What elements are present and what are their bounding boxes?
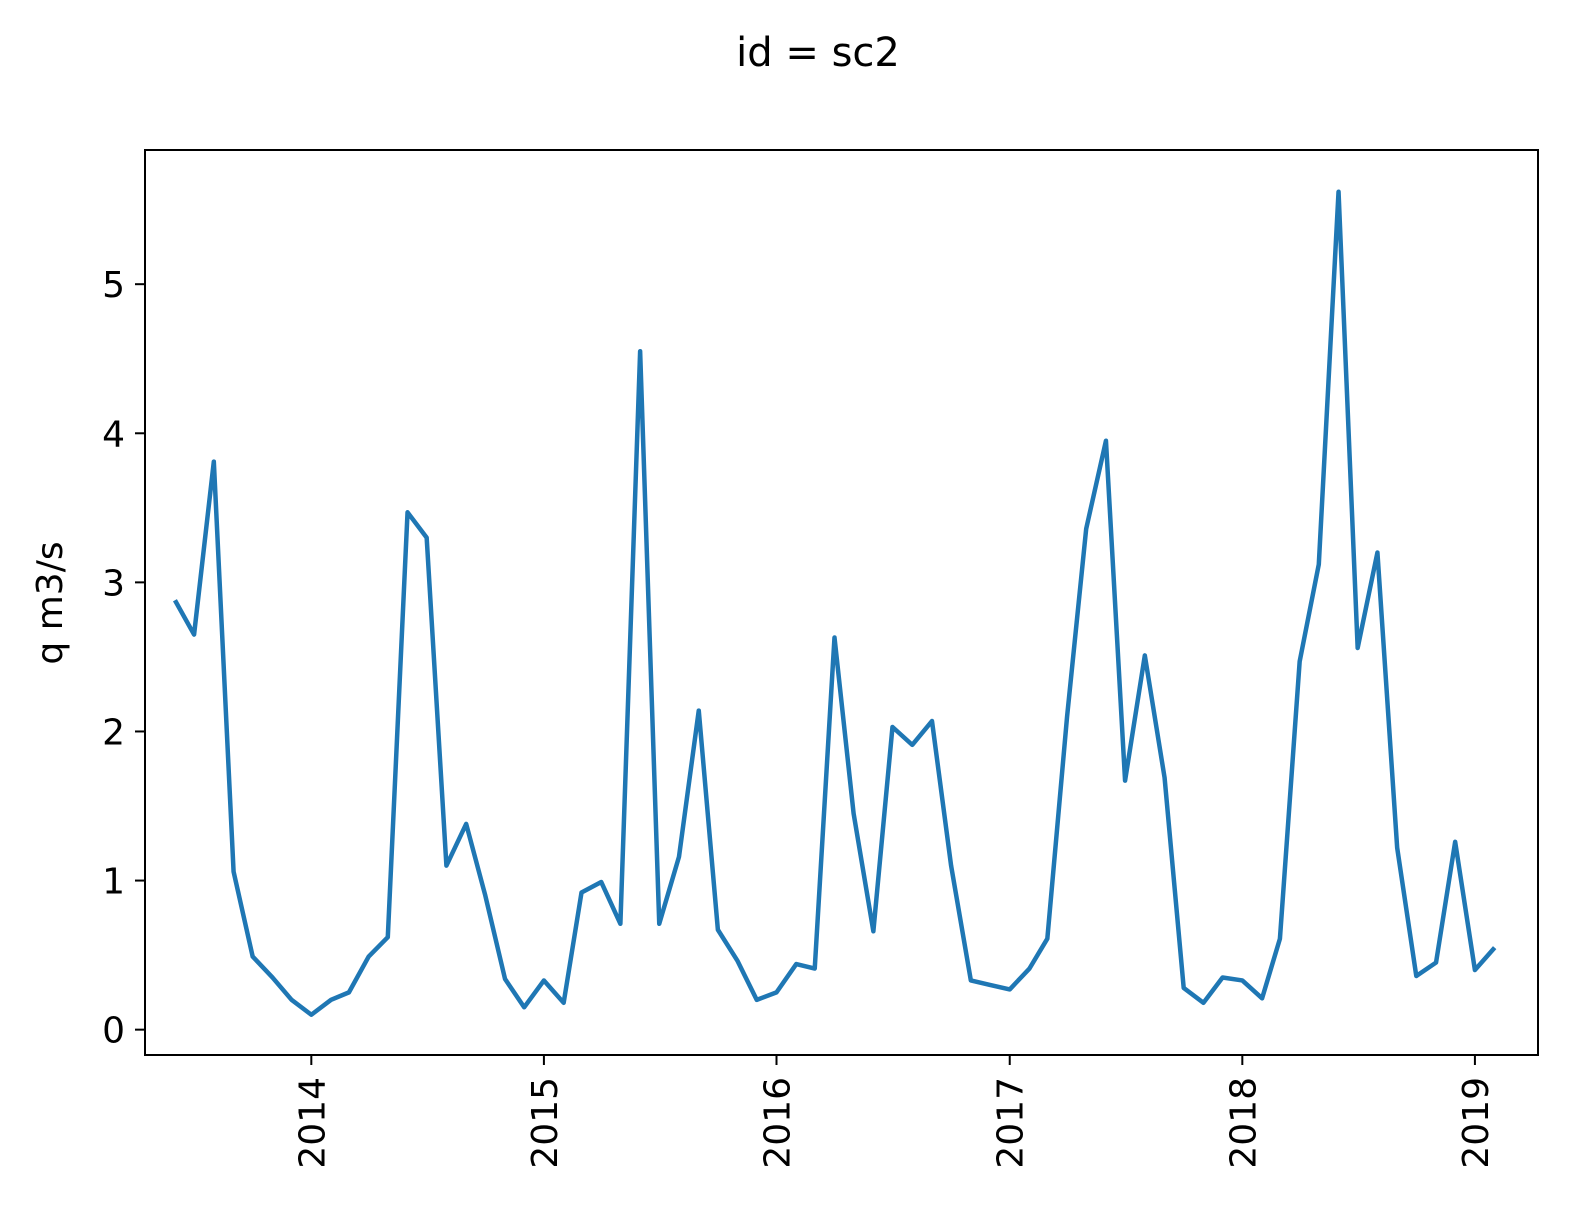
x-tick-label-0: 2014 [292,1077,333,1169]
x-tick-label-2: 2016 [758,1077,799,1169]
x-tick-label-3: 2017 [991,1077,1032,1169]
plot-area [172,189,1497,1017]
x-tick-label-5: 2019 [1456,1077,1497,1169]
x-tick-label-1: 2015 [525,1077,566,1169]
y-tick-label-1: 1 [102,862,125,903]
series-line-0 [172,189,1497,1017]
axes-frame [144,149,1539,1056]
y-tick-label-3: 3 [102,563,125,604]
y-tick-label-4: 4 [102,414,125,455]
y-tick-label-0: 0 [102,1011,125,1052]
y-axis-label: q m3/s [30,541,71,664]
chart-title: id = sc2 [736,30,900,76]
y-tick-label-5: 5 [102,265,125,306]
x-tick-label-4: 2018 [1223,1077,1264,1169]
y-tick-label-2: 2 [102,712,125,753]
